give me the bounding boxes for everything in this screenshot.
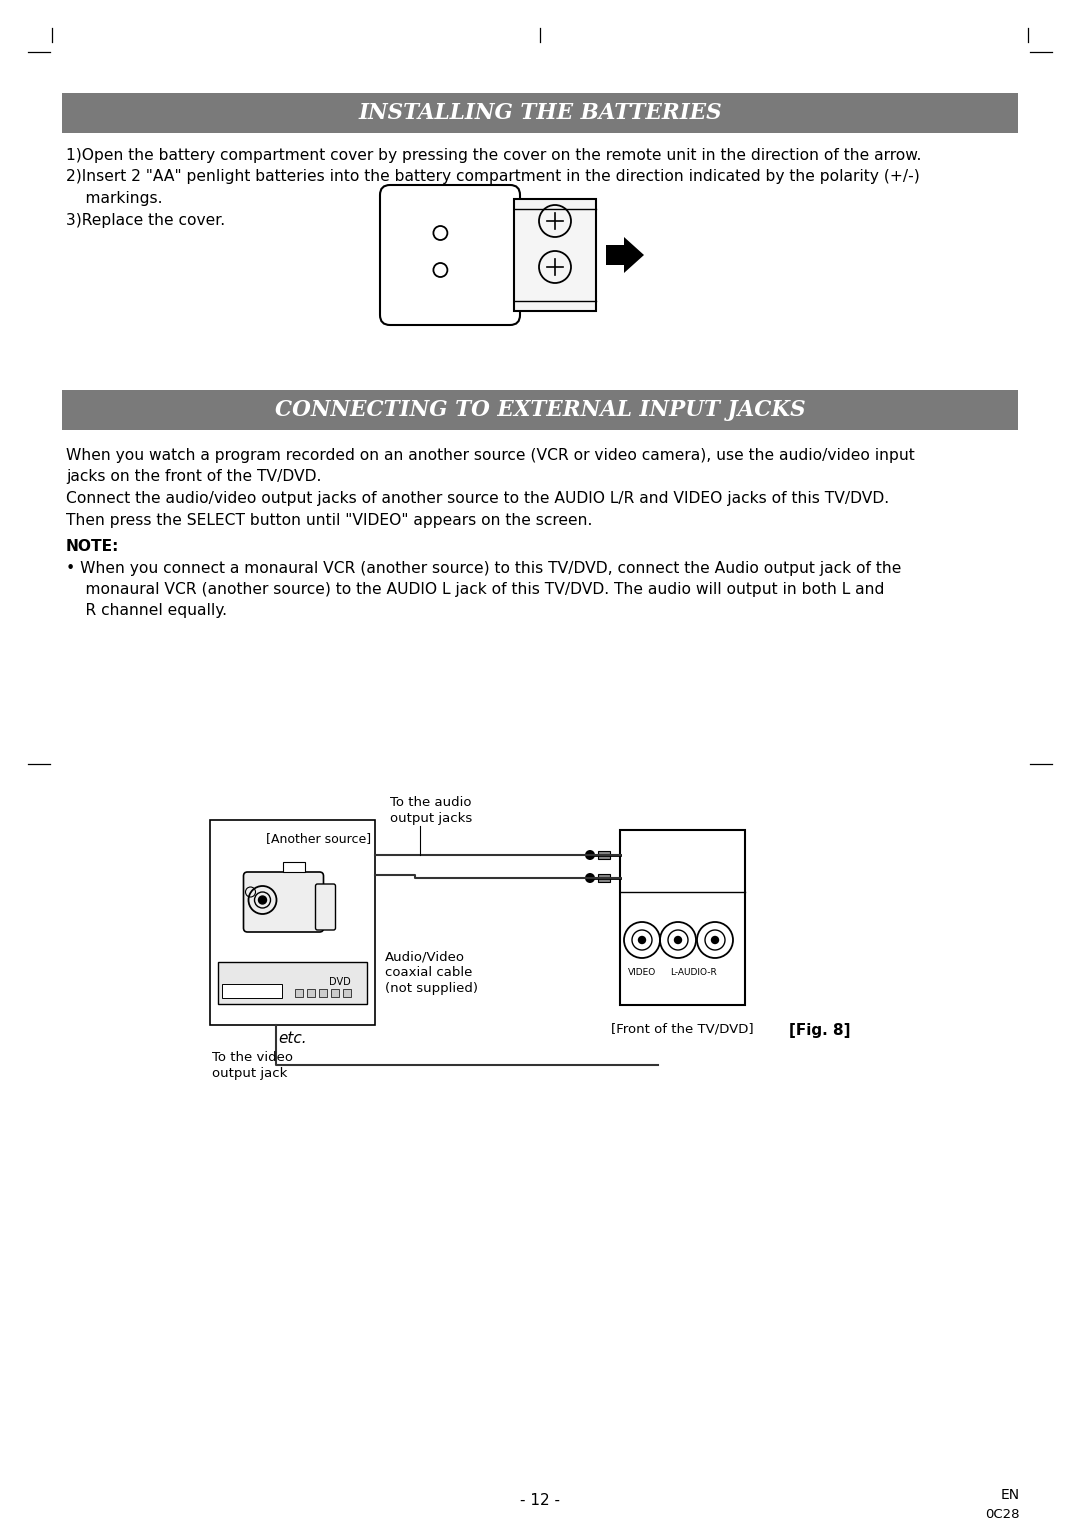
Bar xyxy=(330,989,339,996)
Text: EN: EN xyxy=(1001,1488,1020,1502)
Bar xyxy=(620,830,745,1005)
Bar xyxy=(283,862,305,872)
Circle shape xyxy=(675,937,681,943)
Circle shape xyxy=(712,937,718,943)
Text: Connect the audio/video output jacks of another source to the AUDIO L/R and VIDE: Connect the audio/video output jacks of … xyxy=(66,490,889,506)
Text: 1)Open the battery compartment cover by pressing the cover on the remote unit in: 1)Open the battery compartment cover by … xyxy=(66,148,921,163)
FancyBboxPatch shape xyxy=(315,885,336,931)
Text: 0C28: 0C28 xyxy=(986,1508,1020,1520)
FancyBboxPatch shape xyxy=(380,185,519,325)
Text: To the audio: To the audio xyxy=(390,796,472,808)
Bar xyxy=(319,989,327,996)
Bar xyxy=(210,821,375,1025)
Text: output jack: output jack xyxy=(212,1067,287,1080)
Circle shape xyxy=(258,895,267,905)
FancyBboxPatch shape xyxy=(243,872,324,932)
Text: To the video: To the video xyxy=(212,1051,293,1063)
Bar xyxy=(307,989,315,996)
Text: When you watch a program recorded on an another source (VCR or video camera), us: When you watch a program recorded on an … xyxy=(66,448,915,463)
Bar xyxy=(295,989,303,996)
Text: monaural VCR (another source) to the AUDIO L jack of this TV/DVD. The audio will: monaural VCR (another source) to the AUD… xyxy=(66,582,885,597)
Text: coaxial cable: coaxial cable xyxy=(384,966,472,979)
Bar xyxy=(218,963,367,1004)
Text: jacks on the front of the TV/DVD.: jacks on the front of the TV/DVD. xyxy=(66,469,322,484)
Text: [Another source]: [Another source] xyxy=(266,833,372,845)
Text: markings.: markings. xyxy=(66,191,162,206)
Bar xyxy=(343,989,351,996)
Text: L-AUDIO-R: L-AUDIO-R xyxy=(670,969,717,976)
Bar xyxy=(598,851,610,859)
Text: Audio/Video: Audio/Video xyxy=(384,950,465,963)
Text: 2)Insert 2 "AA" penlight batteries into the battery compartment in the direction: 2)Insert 2 "AA" penlight batteries into … xyxy=(66,170,920,185)
Text: NOTE:: NOTE: xyxy=(66,539,120,555)
Text: - 12 -: - 12 - xyxy=(519,1493,561,1508)
Bar xyxy=(62,93,1018,133)
Text: R channel equally.: R channel equally. xyxy=(66,604,227,619)
Text: [Front of the TV/DVD]: [Front of the TV/DVD] xyxy=(611,1024,754,1036)
Text: CONNECTING TO EXTERNAL INPUT JACKS: CONNECTING TO EXTERNAL INPUT JACKS xyxy=(274,399,806,422)
Bar xyxy=(514,199,596,312)
Text: 3)Replace the cover.: 3)Replace the cover. xyxy=(66,212,225,228)
Bar xyxy=(222,984,282,998)
Bar xyxy=(62,390,1018,429)
Text: DVD: DVD xyxy=(329,976,351,987)
Text: • When you connect a monaural VCR (another source) to this TV/DVD, connect the A: • When you connect a monaural VCR (anoth… xyxy=(66,561,902,576)
Bar xyxy=(598,874,610,882)
Text: output jacks: output jacks xyxy=(390,811,472,825)
Text: INSTALLING THE BATTERIES: INSTALLING THE BATTERIES xyxy=(359,102,721,124)
Text: (not supplied): (not supplied) xyxy=(384,983,478,995)
Circle shape xyxy=(638,937,646,943)
Circle shape xyxy=(585,850,595,860)
Text: VIDEO: VIDEO xyxy=(627,969,657,976)
Text: Then press the SELECT button until "VIDEO" appears on the screen.: Then press the SELECT button until "VIDE… xyxy=(66,512,592,527)
Text: [Fig. 8]: [Fig. 8] xyxy=(789,1024,851,1038)
Polygon shape xyxy=(606,237,644,274)
Circle shape xyxy=(585,872,595,883)
Text: etc.: etc. xyxy=(279,1031,307,1047)
